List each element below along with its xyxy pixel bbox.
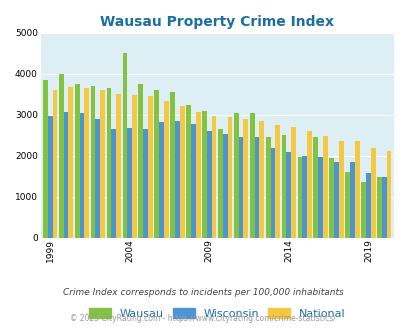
Bar xyxy=(270,148,275,238)
Bar xyxy=(100,90,105,238)
Bar xyxy=(211,116,216,238)
Bar xyxy=(386,151,390,238)
Bar xyxy=(290,127,295,238)
Bar xyxy=(64,112,68,238)
Bar xyxy=(179,106,184,238)
Bar xyxy=(190,124,195,238)
Bar xyxy=(338,141,343,238)
Bar xyxy=(376,177,381,238)
Bar xyxy=(322,136,327,238)
Bar xyxy=(238,137,243,238)
Bar xyxy=(265,137,270,238)
Bar xyxy=(84,88,89,238)
Bar xyxy=(207,131,211,238)
Bar xyxy=(164,101,168,238)
Bar xyxy=(90,86,95,238)
Bar xyxy=(333,162,338,238)
Bar xyxy=(111,129,116,238)
Bar xyxy=(217,129,222,238)
Bar xyxy=(354,141,359,238)
Bar xyxy=(328,158,333,238)
Bar xyxy=(222,135,227,238)
Bar xyxy=(227,117,232,238)
Bar xyxy=(297,156,302,238)
Text: © 2025 CityRating.com - https://www.cityrating.com/crime-statistics/: © 2025 CityRating.com - https://www.city… xyxy=(70,314,335,323)
Bar xyxy=(143,129,148,238)
Text: Crime Index corresponds to incidents per 100,000 inhabitants: Crime Index corresponds to incidents per… xyxy=(62,287,343,297)
Bar xyxy=(281,135,286,238)
Bar xyxy=(243,119,247,238)
Bar xyxy=(370,148,375,238)
Bar xyxy=(175,121,179,238)
Bar xyxy=(195,112,200,238)
Bar xyxy=(116,94,121,238)
Bar xyxy=(127,128,132,238)
Bar xyxy=(254,137,259,238)
Bar xyxy=(381,177,386,238)
Bar xyxy=(107,88,111,238)
Bar xyxy=(360,182,365,238)
Bar xyxy=(95,119,100,238)
Bar xyxy=(59,74,64,238)
Legend: Wausau, Wisconsin, National: Wausau, Wisconsin, National xyxy=(85,305,348,322)
Bar xyxy=(48,116,52,238)
Bar xyxy=(52,90,57,238)
Bar xyxy=(132,95,136,238)
Title: Wausau Property Crime Index: Wausau Property Crime Index xyxy=(100,15,333,29)
Bar xyxy=(122,53,127,238)
Bar xyxy=(68,87,73,238)
Bar xyxy=(344,172,349,238)
Bar xyxy=(306,131,311,238)
Bar xyxy=(159,122,164,238)
Bar xyxy=(313,137,318,238)
Bar xyxy=(148,96,152,238)
Bar xyxy=(249,113,254,238)
Bar xyxy=(75,84,79,238)
Bar xyxy=(43,80,48,238)
Bar xyxy=(349,162,354,238)
Bar xyxy=(138,84,143,238)
Bar xyxy=(233,113,238,238)
Bar xyxy=(202,111,207,238)
Bar xyxy=(170,92,175,238)
Bar xyxy=(302,156,306,238)
Bar xyxy=(365,173,370,238)
Bar xyxy=(318,157,322,238)
Bar xyxy=(275,125,279,238)
Bar xyxy=(154,90,159,238)
Bar xyxy=(286,152,290,238)
Bar xyxy=(259,120,264,238)
Bar xyxy=(186,105,190,238)
Bar xyxy=(79,113,84,238)
